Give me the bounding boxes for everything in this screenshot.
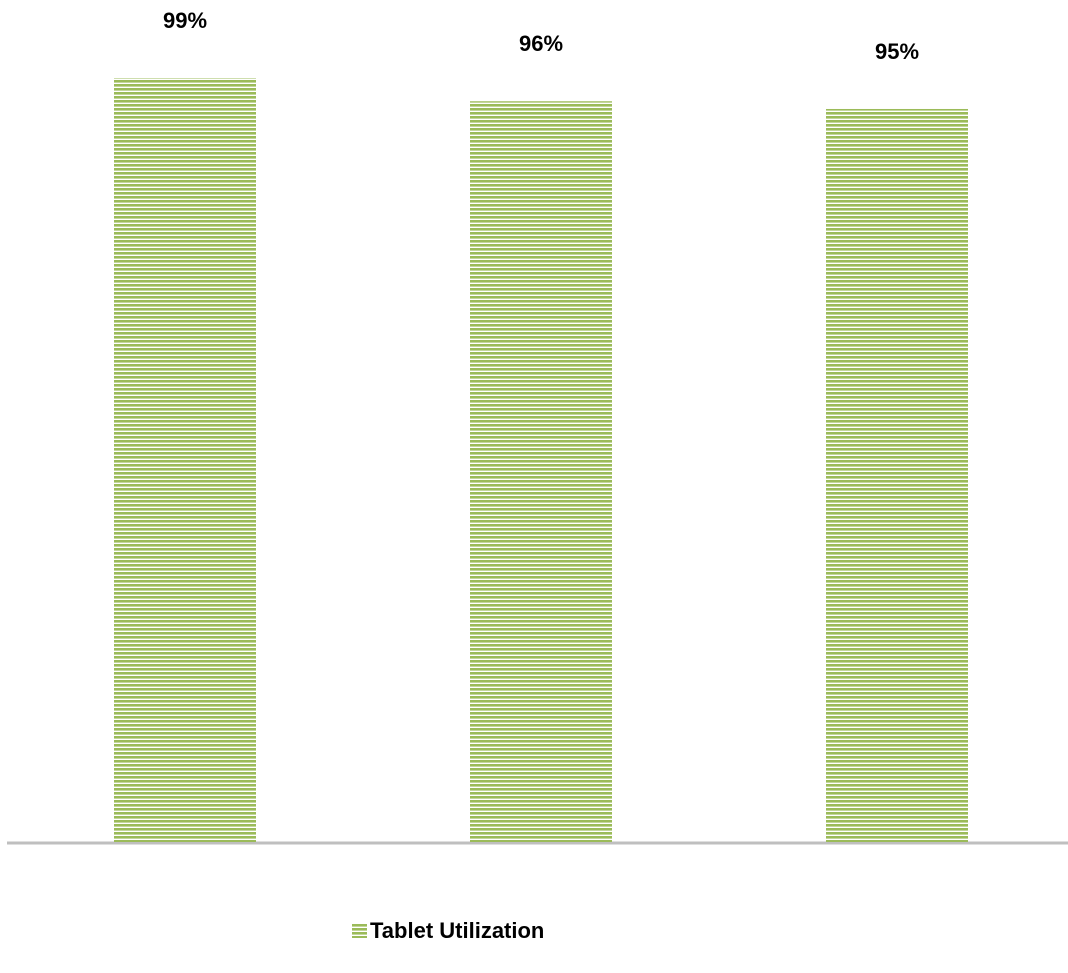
bar [114, 78, 256, 843]
data-label: 96% [519, 31, 563, 56]
data-label: 95% [875, 39, 919, 64]
bar [470, 101, 612, 843]
legend-label: Tablet Utilization [370, 918, 544, 943]
legend-swatch [352, 923, 367, 938]
bar [826, 108, 968, 843]
data-label: 99% [163, 8, 207, 33]
